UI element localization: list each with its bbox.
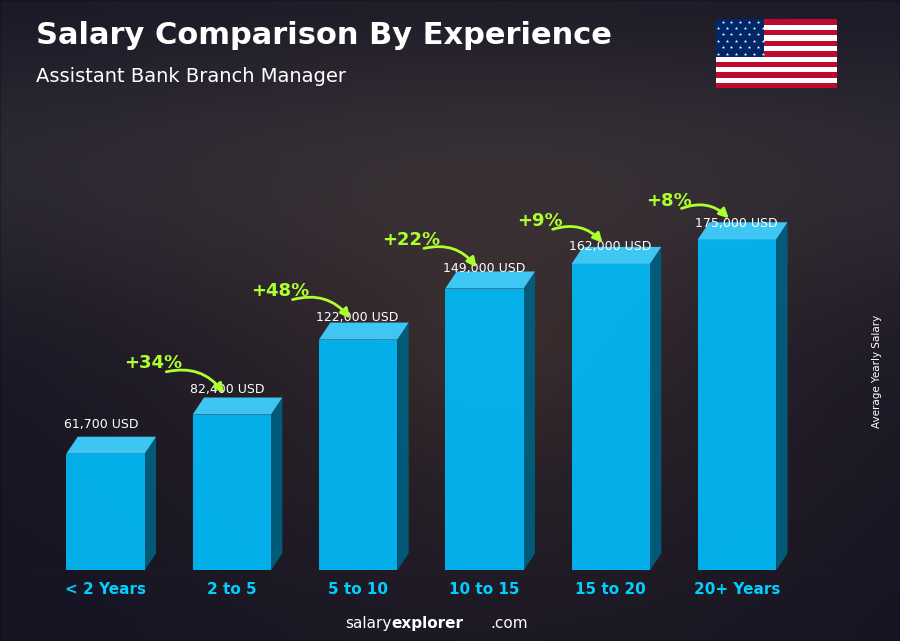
Bar (716, 46, 837, 51)
Text: Salary Comparison By Experience: Salary Comparison By Experience (36, 21, 612, 49)
Polygon shape (776, 222, 788, 570)
Bar (716, 40, 837, 46)
Bar (716, 67, 837, 72)
Polygon shape (193, 397, 283, 415)
Text: 175,000 USD: 175,000 USD (696, 217, 778, 230)
Text: +22%: +22% (382, 231, 440, 249)
Bar (446, 288, 524, 570)
Text: +48%: +48% (251, 282, 309, 301)
Bar (716, 19, 764, 56)
Bar (716, 56, 837, 62)
Polygon shape (698, 222, 788, 239)
Bar (698, 239, 776, 570)
Text: +9%: +9% (518, 212, 562, 230)
Bar (67, 454, 145, 570)
Bar (716, 24, 837, 30)
Polygon shape (271, 397, 283, 570)
Text: .com: .com (491, 616, 528, 631)
Text: +8%: +8% (646, 192, 692, 210)
Bar (193, 415, 271, 570)
Text: 149,000 USD: 149,000 USD (443, 262, 525, 275)
Text: 122,000 USD: 122,000 USD (317, 312, 399, 324)
Text: salary: salary (345, 616, 392, 631)
Bar (572, 264, 650, 570)
Text: 61,700 USD: 61,700 USD (64, 418, 139, 431)
Bar (716, 62, 837, 67)
Bar (319, 340, 397, 570)
Polygon shape (67, 437, 156, 454)
Bar (716, 51, 837, 56)
Polygon shape (572, 247, 662, 264)
Bar (716, 35, 837, 40)
Text: Assistant Bank Branch Manager: Assistant Bank Branch Manager (36, 67, 346, 87)
Bar (716, 30, 837, 35)
Text: 162,000 USD: 162,000 USD (569, 240, 652, 253)
Text: 82,400 USD: 82,400 USD (190, 383, 265, 395)
Text: explorer: explorer (392, 616, 464, 631)
Text: +34%: +34% (124, 354, 183, 372)
Polygon shape (524, 272, 535, 570)
Bar (716, 78, 837, 83)
Bar (716, 72, 837, 78)
Polygon shape (650, 247, 662, 570)
Polygon shape (145, 437, 156, 570)
Bar (716, 19, 837, 24)
Polygon shape (446, 272, 535, 288)
Polygon shape (319, 322, 409, 340)
Text: Average Yearly Salary: Average Yearly Salary (872, 315, 883, 428)
Polygon shape (397, 322, 409, 570)
Bar (716, 83, 837, 88)
